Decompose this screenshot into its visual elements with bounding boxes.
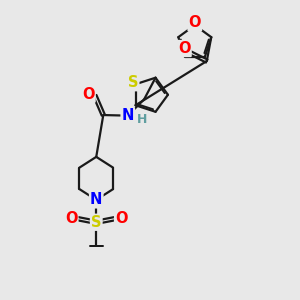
Text: N: N [122,108,134,123]
Text: S: S [91,215,101,230]
Text: O: O [115,211,128,226]
Text: O: O [188,15,201,30]
Text: H: H [137,113,147,126]
Text: N: N [90,192,102,207]
Text: S: S [128,75,138,90]
Text: O: O [65,211,77,226]
Text: O: O [178,41,190,56]
Text: O: O [82,87,94,102]
